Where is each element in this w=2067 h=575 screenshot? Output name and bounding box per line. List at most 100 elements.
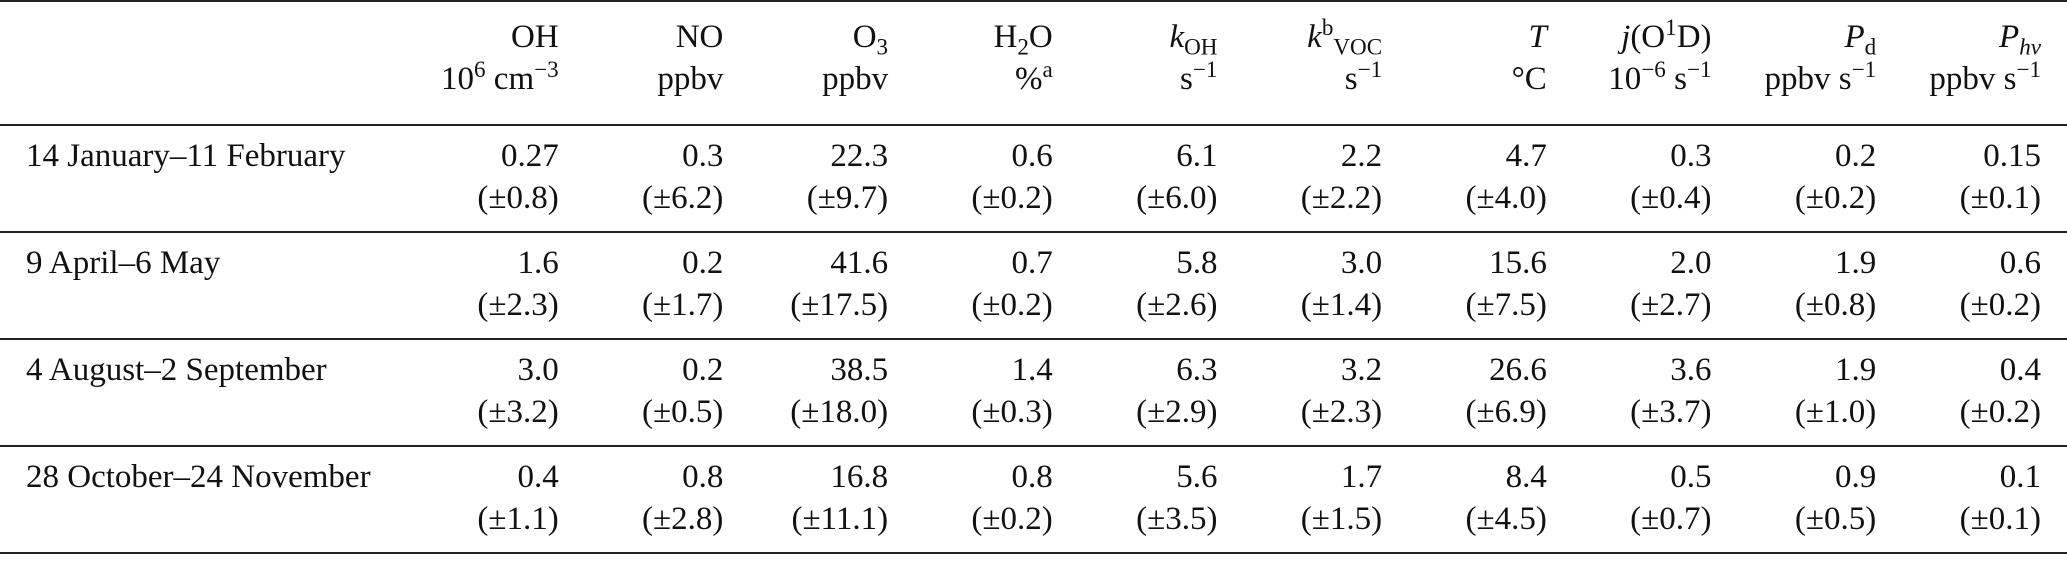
cell-uncertainty: (±6.0): [1136, 180, 1218, 216]
cell-value: 0.2: [682, 352, 724, 388]
table-cell: 0.27 (±0.8): [420, 125, 585, 232]
table-cell: 5.6 (±3.5): [1079, 446, 1244, 553]
cell-value: 0.5: [1670, 459, 1712, 495]
table-cell: 0.7 (±0.2): [914, 232, 1079, 339]
row-period-label: 9 April–6 May: [26, 245, 221, 281]
table-cell: 1.9 (±1.0): [1738, 339, 1903, 446]
cell-value: 0.2: [1834, 138, 1877, 174]
table-cell: 6.1 (±6.0): [1079, 125, 1244, 232]
cell-uncertainty: (±6.9): [1465, 394, 1547, 430]
table-cell: 0.6 (±0.2): [1902, 232, 2067, 339]
cell-uncertainty: (±3.7): [1630, 394, 1712, 430]
cell-uncertainty: (±0.8): [477, 180, 559, 216]
cell-value: 6.1: [1176, 138, 1218, 174]
table-cell: 26.6 (±6.9): [1408, 339, 1573, 446]
cell-uncertainty: (±1.4): [1300, 287, 1383, 323]
table-cell: 4.7 (±4.0): [1408, 125, 1573, 232]
table-cell: 0.6 (±0.2): [914, 125, 1079, 232]
cell-value: 0.3: [1670, 138, 1712, 174]
cell-uncertainty: (±2.3): [1300, 394, 1383, 430]
cell-uncertainty: (±0.7): [1630, 501, 1712, 537]
cell-value: 1.7: [1340, 459, 1383, 495]
table-cell: 0.1 (±0.1): [1902, 446, 2067, 553]
cell-uncertainty: (±7.5): [1465, 287, 1547, 323]
row-period-label: 28 October–24 November: [26, 459, 371, 495]
header-period: [0, 1, 420, 125]
table-cell: 0.8 (±2.8): [585, 446, 750, 553]
table-cell: 0.4 (±0.2): [1902, 339, 2067, 446]
table-cell: 0.5 (±0.7): [1573, 446, 1738, 553]
cell-uncertainty: (±2.8): [642, 501, 724, 537]
cell-value: 0.15: [1983, 138, 2041, 174]
cell-value: 8.4: [1505, 459, 1547, 495]
cell-value: 0.8: [682, 459, 724, 495]
cell-uncertainty: (±2.7): [1630, 287, 1712, 323]
header-temperature: T °C: [1511, 19, 1547, 97]
cell-uncertainty: (±0.2): [971, 180, 1053, 216]
cell-value: 16.8: [830, 459, 889, 495]
cell-uncertainty: (±17.5): [790, 287, 889, 323]
cell-value: 6.3: [1176, 352, 1218, 388]
cell-uncertainty: (±2.2): [1300, 180, 1383, 216]
cell-value: 1.4: [1011, 352, 1053, 388]
cell-uncertainty: (±9.7): [806, 180, 889, 216]
cell-uncertainty: (±4.0): [1465, 180, 1547, 216]
header-koh: kOH s−1: [1169, 19, 1218, 97]
cell-uncertainty: (±0.2): [971, 287, 1053, 323]
table-cell: 38.5 (±18.0): [749, 339, 914, 446]
cell-uncertainty: (±1.0): [1794, 394, 1877, 430]
seasonal-summary-table: OH 106 cm−3 NO ppbv O3 ppbv H2O %a kOH: [0, 1, 2067, 553]
cell-uncertainty: (±2.3): [477, 287, 559, 323]
cell-value: 3.0: [1340, 245, 1383, 281]
table-cell: 16.8 (±11.1): [749, 446, 914, 553]
cell-value: 0.2: [682, 245, 724, 281]
cell-value: 41.6: [830, 245, 889, 281]
cell-uncertainty: (±0.2): [1959, 394, 2041, 430]
table-cell: 0.3 (±0.4): [1573, 125, 1738, 232]
row-period-label: 4 August–2 September: [26, 352, 327, 388]
cell-uncertainty: (±3.5): [1136, 501, 1218, 537]
cell-value: 1.9: [1834, 352, 1877, 388]
table-cell: 1.9 (±0.8): [1738, 232, 1903, 339]
table-cell: 0.2 (±0.2): [1738, 125, 1903, 232]
table-cell: 2.0 (±2.7): [1573, 232, 1738, 339]
header-row: OH 106 cm−3 NO ppbv O3 ppbv H2O %a kOH: [0, 1, 2067, 125]
cell-value: 0.6: [1999, 245, 2041, 281]
cell-value: 38.5: [830, 352, 889, 388]
header-j-o1d: j(O1D) 10−6 s−1: [1608, 14, 1712, 97]
table-cell: 8.4 (±4.5): [1408, 446, 1573, 553]
cell-value: 5.8: [1176, 245, 1218, 281]
cell-value: 0.27: [500, 138, 559, 174]
cell-value: 1.9: [1834, 245, 1877, 281]
cell-uncertainty: (±1.7): [642, 287, 724, 323]
table-cell: 3.6 (±3.7): [1573, 339, 1738, 446]
cell-value: 0.9: [1834, 459, 1877, 495]
table-cell: 0.2 (±1.7): [585, 232, 750, 339]
cell-uncertainty: (±0.1): [1959, 180, 2041, 216]
table-body: 14 January–11 February 0.27 (±0.8) 0.3 (±6.2…: [0, 125, 2067, 553]
cell-value: 0.3: [682, 138, 724, 174]
cell-uncertainty: (±6.2): [642, 180, 724, 216]
table-cell: 0.3 (±6.2): [585, 125, 750, 232]
cell-value: 3.2: [1340, 352, 1383, 388]
table-cell: 5.8 (±2.6): [1079, 232, 1244, 339]
cell-uncertainty: (±3.2): [477, 394, 559, 430]
header-phv: Phv ppbv s−1: [1929, 19, 2041, 97]
cell-uncertainty: (±18.0): [790, 394, 889, 430]
table-cell: 3.0 (±1.4): [1243, 232, 1408, 339]
table-header: OH 106 cm−3 NO ppbv O3 ppbv H2O %a kOH: [0, 1, 2067, 125]
cell-uncertainty: (±0.2): [1794, 180, 1877, 216]
cell-value: 26.6: [1489, 352, 1547, 388]
table-cell: 2.2 (±2.2): [1243, 125, 1408, 232]
cell-value: 0.8: [1011, 459, 1053, 495]
cell-value: 5.6: [1176, 459, 1218, 495]
cell-uncertainty: (±0.5): [642, 394, 724, 430]
table-row: 28 October–24 November 0.4 (±1.1) 0.8 (±2.8)…: [0, 446, 2067, 553]
cell-uncertainty: (±11.1): [791, 501, 889, 537]
cell-value: 15.6: [1489, 245, 1547, 281]
header-kvoc: kbVOC s−1: [1307, 14, 1383, 97]
cell-value: 0.1: [1999, 459, 2041, 495]
cell-value: 22.3: [830, 138, 889, 174]
table-cell: 1.6 (±2.3): [420, 232, 585, 339]
